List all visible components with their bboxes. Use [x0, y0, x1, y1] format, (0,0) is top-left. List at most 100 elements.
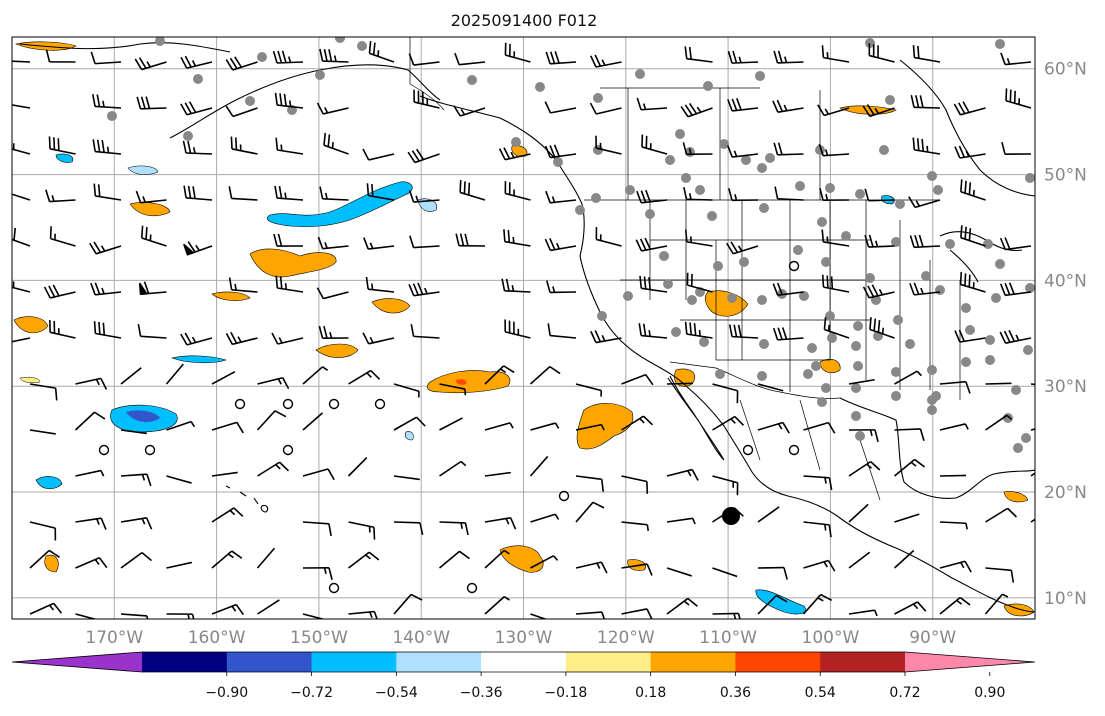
station-dot [713, 261, 723, 271]
station-dot [851, 341, 861, 351]
latitude-labels: 60°N50°N40°N30°N20°N10°N [1044, 60, 1087, 609]
colorbar-extend-low [12, 652, 142, 672]
station-dot [467, 75, 477, 85]
colorbar-extend-high [905, 652, 1035, 672]
station-dot [597, 311, 607, 321]
colorbar-tick-label: −0.18 [544, 685, 587, 701]
station-dot [659, 251, 669, 261]
station-dot [663, 279, 673, 289]
station-dot [665, 155, 675, 165]
station-dot [991, 293, 1001, 303]
longitude-tick-label: 90°W [909, 628, 956, 648]
station-dot [865, 273, 875, 283]
map-title: 2025091400 F012 [451, 11, 598, 30]
station-dot [107, 111, 117, 121]
station-dot [853, 321, 863, 331]
storm-center-marker [722, 507, 740, 525]
station-dot [935, 285, 945, 295]
station-dot [825, 183, 835, 193]
station-dot [965, 325, 975, 335]
station-dot [739, 257, 749, 267]
station-dot [257, 52, 267, 62]
station-dot [933, 185, 943, 195]
longitude-tick-label: 170°W [85, 628, 143, 648]
station-dot [553, 157, 563, 167]
station-dot [623, 291, 633, 301]
station-dot [985, 335, 995, 345]
longitude-tick-label: 130°W [495, 628, 553, 648]
colorbar-segment [227, 652, 312, 672]
station-dot [855, 431, 865, 441]
station-dot [985, 355, 995, 365]
colorbar-segment [820, 652, 905, 672]
longitude-tick-label: 140°W [392, 628, 450, 648]
station-dot [891, 367, 901, 377]
station-dot [765, 153, 775, 163]
station-dot [827, 333, 837, 343]
station-dot [795, 181, 805, 191]
colorbar-tick-label: 0.72 [889, 685, 920, 701]
station-dot [719, 139, 729, 149]
colorbar-segment [396, 652, 481, 672]
colorbar-tick-label: −0.90 [205, 685, 248, 701]
colorbar-segment [312, 652, 397, 672]
wind-barb [667, 383, 693, 384]
station-dot [625, 185, 635, 195]
colorbar-tick-label: −0.36 [460, 685, 503, 701]
latitude-tick-label: 50°N [1044, 166, 1087, 186]
latitude-tick-label: 60°N [1044, 60, 1087, 80]
station-dot [681, 173, 691, 183]
station-dot [757, 371, 767, 381]
station-dot [715, 369, 725, 379]
station-dot [885, 95, 895, 105]
station-dot [983, 239, 993, 249]
station-dot [895, 199, 905, 209]
station-dot [1021, 433, 1031, 443]
station-dot [687, 295, 697, 305]
station-dot [821, 257, 831, 267]
station-dot [1003, 413, 1013, 423]
colorbar-segment [481, 652, 566, 672]
longitude-tick-label: 100°W [802, 628, 860, 648]
wind-barb [1031, 461, 1062, 476]
station-dot [807, 343, 817, 353]
colorbar-segment [566, 652, 651, 672]
colorbar-tick-label: 0.54 [805, 685, 836, 701]
station-dot [315, 70, 325, 80]
station-dot [891, 391, 901, 401]
station-dot [759, 203, 769, 213]
wind-barb [1031, 424, 1062, 435]
longitude-tick-label: 150°W [290, 628, 348, 648]
station-dot [855, 189, 865, 199]
station-dot [995, 259, 1005, 269]
station-dot [645, 209, 655, 219]
station-dot [511, 137, 521, 147]
wind-barb [1031, 508, 1062, 522]
station-dot [357, 41, 367, 51]
station-dot [757, 295, 767, 305]
station-dot [593, 93, 603, 103]
colorbar-tick-label: −0.72 [290, 685, 333, 701]
colorbar-tick-label: 0.90 [974, 685, 1005, 701]
station-dot [931, 391, 941, 401]
station-dot [759, 339, 769, 349]
station-dot [927, 171, 937, 181]
station-dot [821, 383, 831, 393]
latitude-tick-label: 20°N [1044, 483, 1087, 503]
colorbar-tick-label: −0.54 [375, 685, 418, 701]
station-dot [757, 163, 767, 173]
station-dot [851, 383, 861, 393]
station-dot [635, 69, 645, 79]
station-dot [245, 96, 255, 106]
station-dot [841, 231, 851, 241]
longitude-tick-label: 160°W [188, 628, 246, 648]
station-dot [905, 339, 915, 349]
station-dot [755, 71, 765, 81]
latitude-tick-label: 40°N [1044, 271, 1087, 291]
station-dot [927, 365, 937, 375]
station-dot [1013, 443, 1023, 453]
colorbar-tick-label: 0.36 [720, 685, 751, 701]
